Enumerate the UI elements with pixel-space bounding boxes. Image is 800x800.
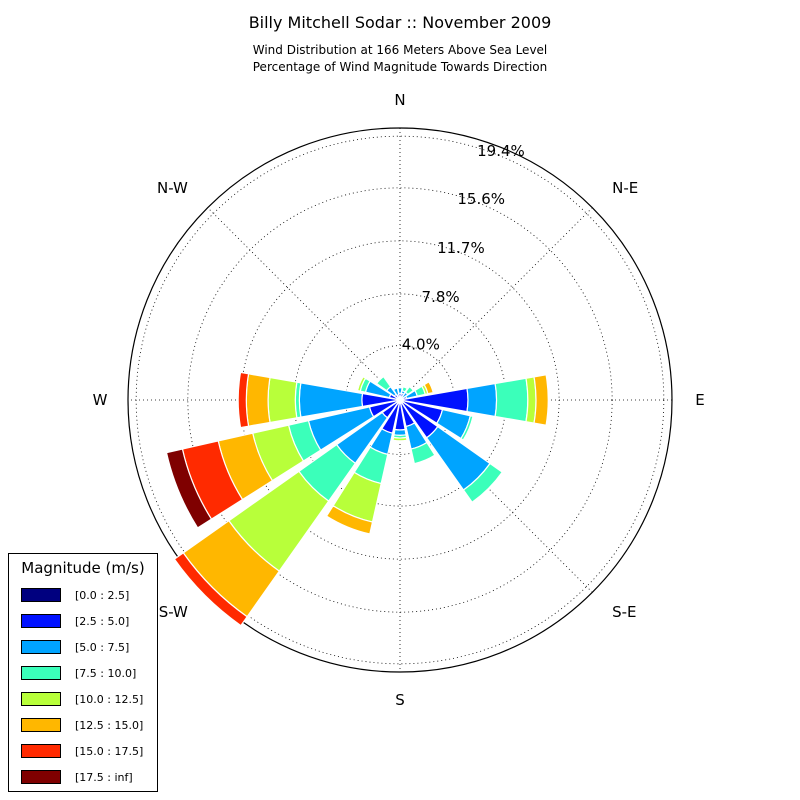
legend-item: [7.5 : 10.0] (21, 666, 136, 680)
legend-item: [12.5 : 15.0] (21, 718, 143, 732)
windrose-bar-segment (267, 376, 298, 424)
legend-title: Magnitude (m/s) (21, 559, 145, 577)
chart-title: Billy Mitchell Sodar :: November 2009 (249, 13, 552, 32)
legend-swatch (21, 744, 61, 758)
legend-swatch (21, 588, 61, 602)
legend-label: [10.0 : 12.5] (75, 692, 144, 706)
windrose-bar-segment (356, 375, 367, 392)
windrose-bar-segment (462, 462, 504, 504)
legend-label: [12.5 : 15.0] (75, 718, 144, 732)
windrose-bar-segment (325, 504, 374, 535)
windrose-bar-segment (466, 382, 498, 418)
legend-label: [7.5 : 10.0] (75, 666, 137, 680)
ring-label: 15.6% (457, 190, 505, 208)
ring-labels: 4.0% 7.8% 11.7% 15.6% 19.4% (402, 142, 525, 353)
windrose-bar-segment (237, 371, 250, 429)
legend-swatch (21, 718, 61, 732)
direction-label: E (695, 391, 704, 409)
windrose-bar-segment (401, 386, 409, 393)
windrose-bar-segment (173, 552, 248, 627)
legend-item: [2.5 : 5.0] (21, 614, 129, 628)
direction-label: S (395, 691, 405, 709)
direction-label: N-E (612, 179, 638, 197)
ring-label: 11.7% (437, 239, 485, 257)
direction-label: S-W (159, 603, 188, 621)
chart-subtitle-line-2: Percentage of Wind Magnitude Towards Dir… (253, 60, 547, 74)
direction-labels: N N-E E S-E S S-W W N-W (93, 91, 705, 709)
legend-item: [15.0 : 17.5] (21, 744, 143, 758)
legend-swatch (21, 770, 61, 784)
legend-swatch (21, 666, 61, 680)
legend-label: [0.0 : 2.5] (75, 588, 130, 602)
windrose-bar-segment (460, 415, 474, 441)
legend: Magnitude (m/s) [0.0 : 2.5] [2.5 : 5.0] [5… (8, 553, 158, 792)
ring-label: 7.8% (422, 288, 460, 306)
legend-label: [17.5 : inf] (75, 770, 133, 784)
windrose-bar-segment (393, 428, 407, 436)
windrose-bar-segment (404, 385, 415, 396)
windrose-bar-segment (392, 387, 400, 397)
windrose-bar-segment (423, 381, 434, 395)
legend-item: [0.0 : 2.5] (21, 588, 129, 602)
legend-item: [17.5 : inf] (21, 770, 133, 784)
ring-label: 4.0% (402, 336, 440, 354)
direction-label: N-W (157, 179, 188, 197)
ring-label: 19.4% (477, 142, 525, 160)
windrose-bar-segment (494, 377, 529, 423)
legend-swatch (21, 614, 61, 628)
legend-item: [5.0 : 7.5] (21, 640, 129, 654)
legend-label: [5.0 : 7.5] (75, 640, 130, 654)
windrose-bar-segment (397, 387, 403, 394)
windrose-bar-segment (392, 436, 408, 442)
legend-label: [2.5 : 5.0] (75, 614, 130, 628)
windrose-bar-segment (533, 374, 549, 426)
windrose-bars (165, 371, 549, 627)
windrose-bar-segment (165, 448, 213, 529)
legend-swatch (21, 692, 61, 706)
direction-label: W (93, 391, 108, 409)
chart-subtitle-line-1: Wind Distribution at 166 Meters Above Se… (253, 43, 548, 57)
legend-swatch (21, 640, 61, 654)
grid-ring (187, 187, 613, 613)
windrose-bar-segment (410, 441, 436, 465)
legend-label: [15.0 : 17.5] (75, 744, 144, 758)
legend-item: [10.0 : 12.5] (21, 692, 143, 706)
windrose-bar-segment (245, 373, 271, 427)
direction-label: S-E (612, 603, 636, 621)
windrose-bar-segment (375, 375, 392, 392)
direction-label: N (394, 91, 405, 109)
